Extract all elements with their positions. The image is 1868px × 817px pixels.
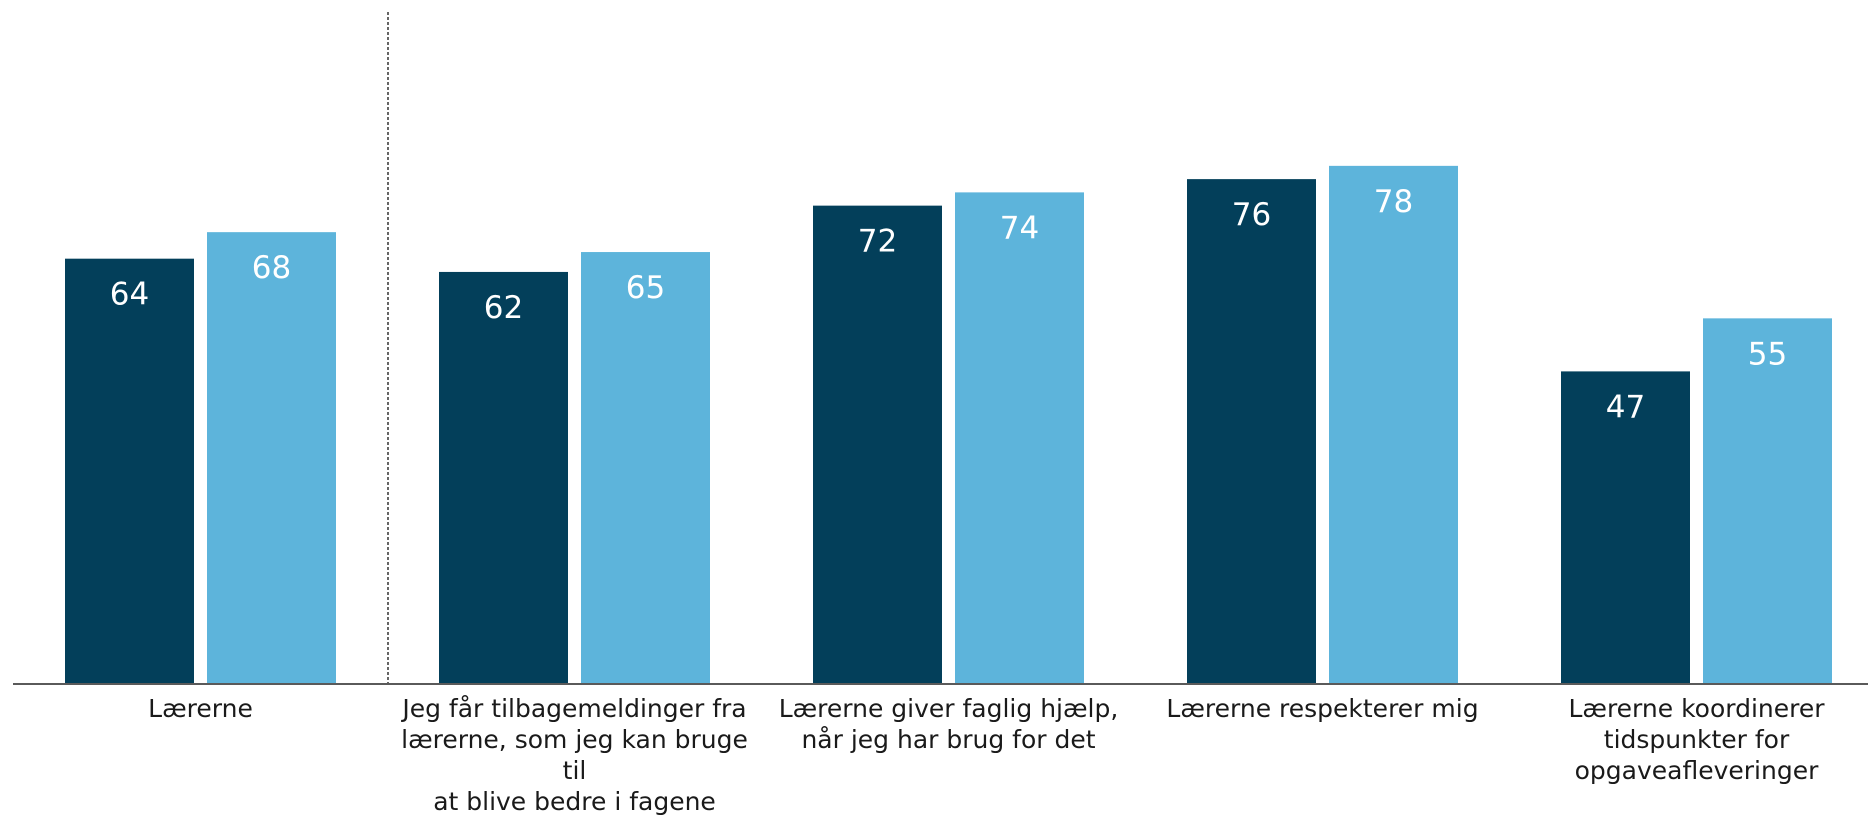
bar-cat1-series0 — [439, 272, 568, 683]
category-label-line: Lærerne — [21, 693, 381, 724]
bar-chart: 64 68 62 65 72 74 76 78 47 55 — [0, 0, 1868, 791]
category-label-line: tidspunkter for — [1517, 724, 1868, 755]
category-label-3: Lærerne respekterer mig — [1143, 693, 1503, 724]
data-label-cat0-series0: 64 — [110, 277, 149, 313]
bar-cat1-series1 — [581, 252, 710, 683]
category-label-line: Jeg får tilbagemeldinger fra — [395, 693, 755, 724]
category-label-line: Lærerne koordinerer — [1517, 693, 1868, 724]
category-label-line: opgaveafleveringer — [1517, 755, 1868, 786]
bar-cat0-series0 — [65, 259, 194, 683]
category-label-line: når jeg har brug for det — [769, 724, 1129, 755]
data-label-cat1-series0: 62 — [484, 290, 523, 326]
bar-cat2-series1 — [955, 192, 1084, 683]
category-label-2: Lærerne giver faglig hjælp,når jeg har b… — [769, 693, 1129, 755]
data-label-cat4-series0: 47 — [1606, 389, 1645, 425]
category-label-line: Lærerne giver faglig hjælp, — [769, 693, 1129, 724]
data-label-cat3-series1: 78 — [1374, 184, 1413, 220]
data-label-cat0-series1: 68 — [252, 250, 291, 286]
data-label-cat2-series1: 74 — [1000, 210, 1039, 246]
bar-cat3-series0 — [1187, 179, 1316, 683]
data-label-cat1-series1: 65 — [626, 270, 665, 306]
data-label-cat2-series0: 72 — [858, 224, 897, 260]
category-label-line: lærerne, som jeg kan bruge til — [395, 724, 755, 786]
bar-cat2-series0 — [813, 206, 942, 683]
data-label-cat3-series0: 76 — [1232, 197, 1271, 233]
category-label-0: Lærerne — [21, 693, 381, 724]
data-label-cat4-series1: 55 — [1748, 336, 1787, 372]
category-label-line: Lærerne respekterer mig — [1143, 693, 1503, 724]
bar-cat4-series1 — [1703, 318, 1832, 683]
bar-cat0-series1 — [207, 232, 336, 683]
bar-cat3-series1 — [1329, 166, 1458, 683]
